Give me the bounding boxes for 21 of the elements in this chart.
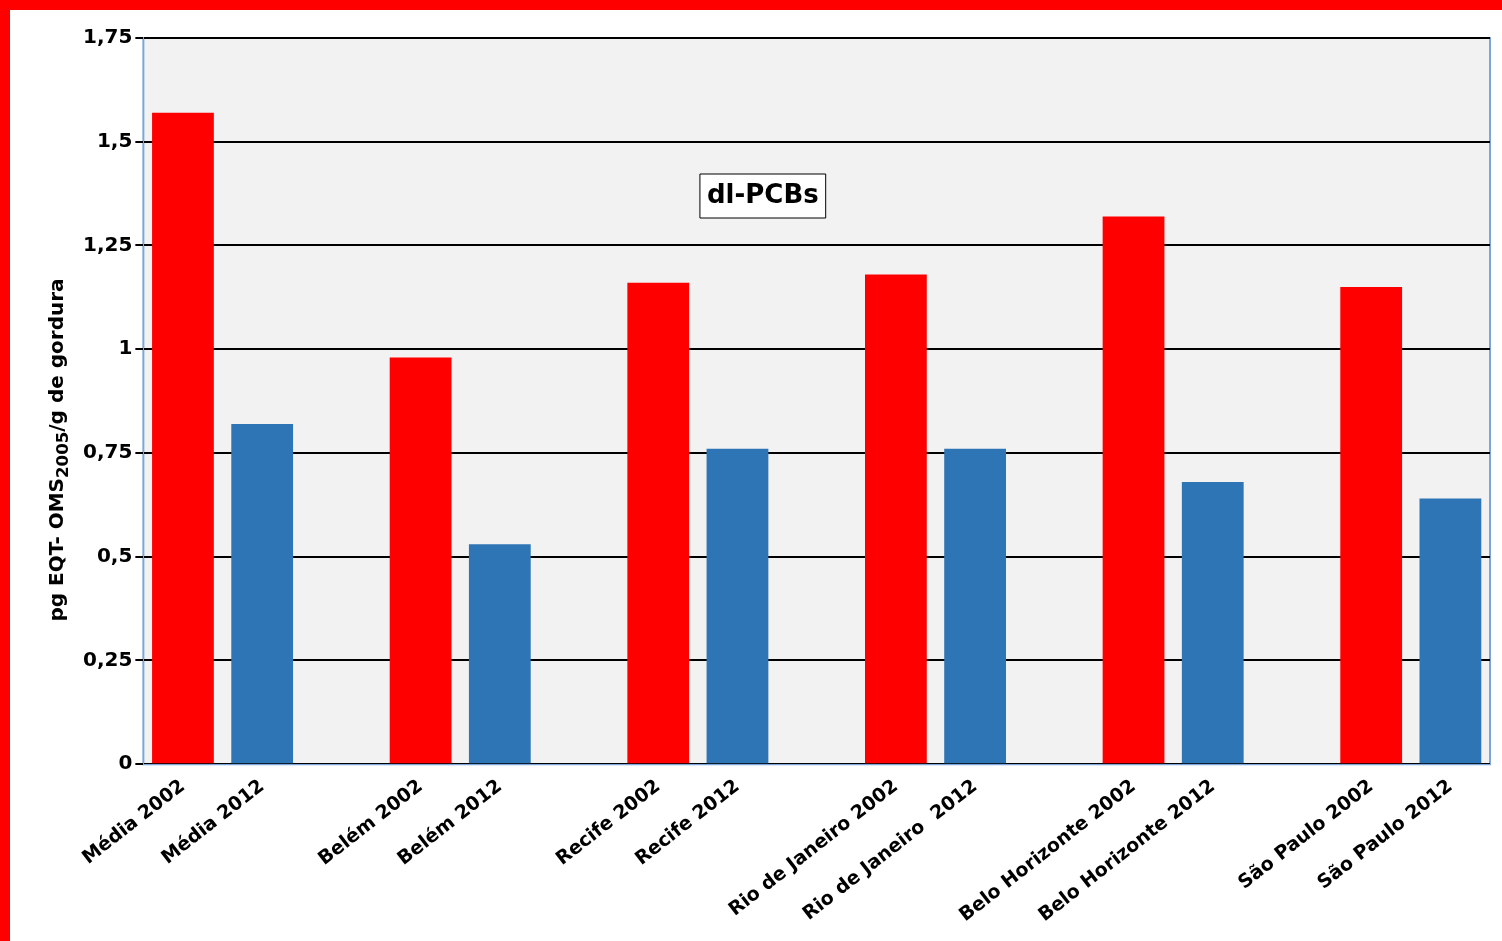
bar: [389, 357, 452, 764]
bar: [231, 423, 294, 764]
bar: [1340, 286, 1403, 764]
bar: [864, 274, 927, 764]
y-tick-label: 0,25: [82, 646, 133, 671]
bar: [706, 448, 769, 764]
y-tick-label: 0,75: [82, 439, 133, 464]
bar: [944, 448, 1006, 764]
bar: [152, 112, 214, 764]
y-tick-label: 1,75: [82, 24, 133, 49]
y-tick-label: 1: [118, 335, 133, 360]
y-tick-label: 1,5: [96, 127, 133, 152]
bar: [1419, 498, 1482, 764]
bar: [1102, 216, 1165, 764]
annotation: dl-PCBs: [706, 178, 819, 209]
y-tick-label: 0: [118, 750, 133, 775]
y-tick-label: 1,25: [82, 231, 133, 256]
bar: [468, 544, 531, 764]
bar: [1181, 481, 1244, 764]
bar: [627, 282, 690, 764]
y-tick-label: 0,5: [96, 542, 133, 567]
